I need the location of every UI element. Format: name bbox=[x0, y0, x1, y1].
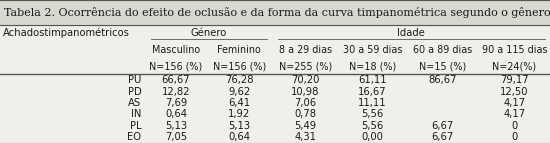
Text: 9,62: 9,62 bbox=[228, 87, 250, 97]
Text: 16,67: 16,67 bbox=[358, 87, 387, 97]
Text: 70,20: 70,20 bbox=[291, 75, 320, 85]
Text: 6,67: 6,67 bbox=[432, 132, 454, 142]
Text: 4,17: 4,17 bbox=[503, 98, 525, 108]
Text: 6,67: 6,67 bbox=[432, 121, 454, 131]
Text: AS: AS bbox=[128, 98, 141, 108]
Text: Masculino: Masculino bbox=[152, 45, 200, 55]
Text: 12,82: 12,82 bbox=[162, 87, 190, 97]
Text: 5,56: 5,56 bbox=[361, 121, 384, 131]
Text: 10,98: 10,98 bbox=[291, 87, 320, 97]
Text: 5,49: 5,49 bbox=[294, 121, 316, 131]
Text: 66,67: 66,67 bbox=[162, 75, 190, 85]
Text: PD: PD bbox=[128, 87, 141, 97]
Text: Género: Género bbox=[191, 28, 227, 38]
Text: N=156 (%): N=156 (%) bbox=[150, 61, 202, 71]
Text: N=18 (%): N=18 (%) bbox=[349, 61, 396, 71]
Text: 4,17: 4,17 bbox=[503, 109, 525, 119]
Text: 30 a 59 dias: 30 a 59 dias bbox=[343, 45, 402, 55]
Text: N=255 (%): N=255 (%) bbox=[279, 61, 332, 71]
Text: 1,92: 1,92 bbox=[228, 109, 250, 119]
Text: 0,64: 0,64 bbox=[228, 132, 250, 142]
Text: 0,00: 0,00 bbox=[362, 132, 383, 142]
Text: 5,56: 5,56 bbox=[361, 109, 384, 119]
Text: 8 a 29 dias: 8 a 29 dias bbox=[279, 45, 332, 55]
Bar bbox=[0, 0, 550, 25]
Text: 76,28: 76,28 bbox=[225, 75, 254, 85]
Text: 7,69: 7,69 bbox=[165, 98, 187, 108]
Text: 61,11: 61,11 bbox=[358, 75, 387, 85]
Text: N=156 (%): N=156 (%) bbox=[213, 61, 266, 71]
Text: N=15 (%): N=15 (%) bbox=[419, 61, 466, 71]
Text: 5,13: 5,13 bbox=[165, 121, 187, 131]
Text: Idade: Idade bbox=[397, 28, 425, 38]
Text: Tabela 2. Ocorrência do efeito de oclusão e da forma da curva timpanométrica seg: Tabela 2. Ocorrência do efeito de oclusã… bbox=[4, 7, 550, 18]
Text: 86,67: 86,67 bbox=[428, 75, 457, 85]
Text: 11,11: 11,11 bbox=[358, 98, 387, 108]
Text: 7,06: 7,06 bbox=[294, 98, 316, 108]
Text: N=24(%): N=24(%) bbox=[492, 61, 536, 71]
Text: Achadostimpanométricos: Achadostimpanométricos bbox=[3, 28, 130, 38]
Text: 0: 0 bbox=[511, 132, 518, 142]
Text: 5,13: 5,13 bbox=[228, 121, 250, 131]
Text: 6,41: 6,41 bbox=[228, 98, 250, 108]
Text: 4,31: 4,31 bbox=[294, 132, 316, 142]
Text: 7,05: 7,05 bbox=[165, 132, 187, 142]
Text: 90 a 115 dias: 90 a 115 dias bbox=[481, 45, 547, 55]
Text: PU: PU bbox=[128, 75, 141, 85]
Text: 0: 0 bbox=[511, 121, 518, 131]
Text: Feminino: Feminino bbox=[217, 45, 261, 55]
Text: 0,64: 0,64 bbox=[165, 109, 187, 119]
Text: 12,50: 12,50 bbox=[500, 87, 529, 97]
Text: IN: IN bbox=[131, 109, 141, 119]
Text: PL: PL bbox=[130, 121, 141, 131]
Text: EO: EO bbox=[128, 132, 141, 142]
Text: 79,17: 79,17 bbox=[500, 75, 529, 85]
Text: 60 a 89 dias: 60 a 89 dias bbox=[413, 45, 472, 55]
Text: 0,78: 0,78 bbox=[294, 109, 316, 119]
